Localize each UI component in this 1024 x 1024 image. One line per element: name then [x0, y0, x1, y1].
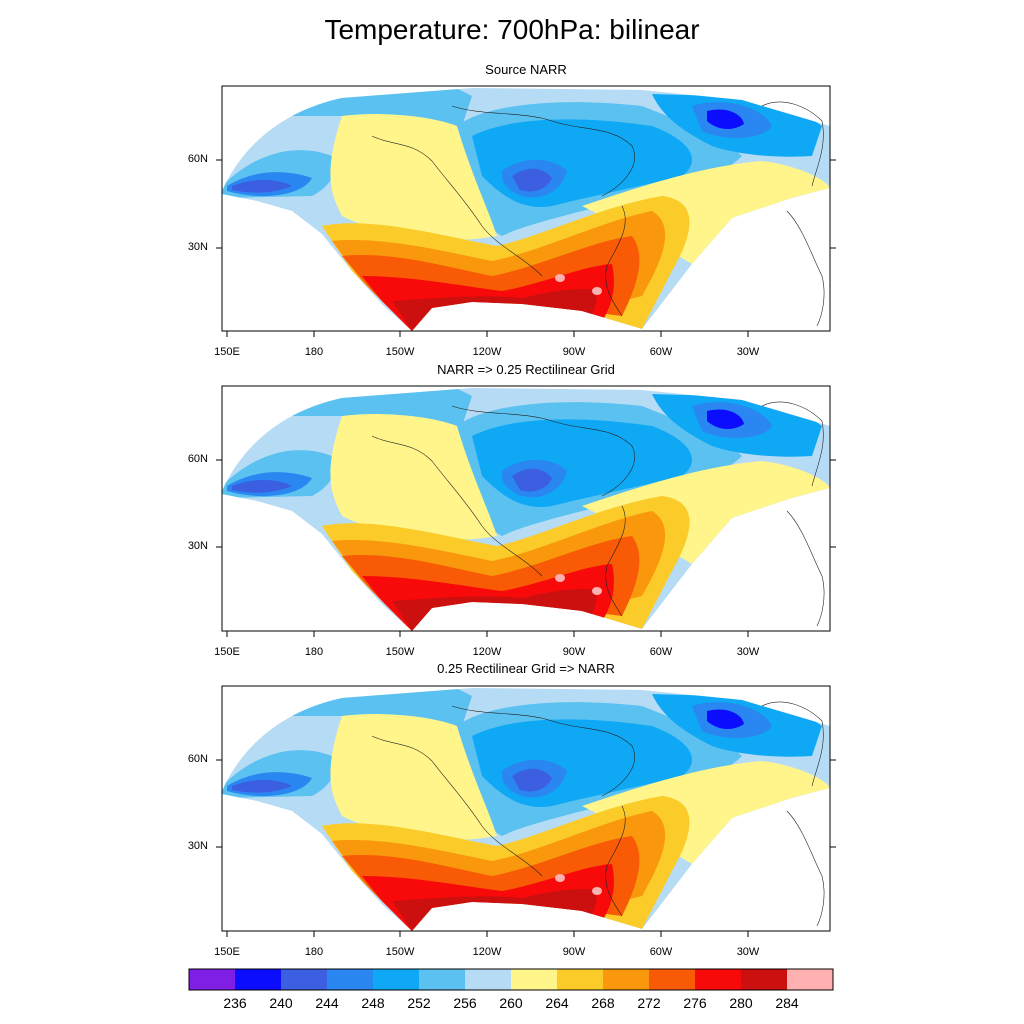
lat-label-60n: 60N: [187, 753, 208, 765]
colorbar-label-264: 264: [545, 995, 569, 1011]
colorbar-label-252: 252: [407, 995, 431, 1011]
lat-label-60n: 60N: [187, 453, 208, 465]
colorbar-label-268: 268: [591, 995, 615, 1011]
lon-label-30w: 30W: [736, 346, 760, 358]
colorbar-swatch-3: [327, 969, 373, 990]
map-panel-rect-to-narr: [221, 685, 831, 932]
lon-label-150e: 150E: [214, 946, 240, 958]
lon-label-180: 180: [304, 346, 324, 358]
lon-label-150w: 150W: [385, 346, 415, 358]
lon-label-150w: 150W: [385, 646, 415, 658]
lon-label-120w: 120W: [472, 646, 502, 658]
colorbar-label-284: 284: [775, 995, 799, 1011]
colorbar-swatch-4: [373, 969, 419, 990]
lon-label-30w: 30W: [736, 646, 760, 658]
panel-title-rect-to-narr: 0.25 Rectilinear Grid => NARR: [437, 661, 615, 676]
figure-title: Temperature: 700hPa: bilinear: [324, 14, 700, 45]
lat-label-60n: 60N: [187, 153, 208, 165]
lon-label-60w: 60W: [649, 946, 673, 958]
colorbar: [188, 968, 834, 991]
colorbar-swatch-9: [603, 969, 649, 990]
colorbar-label-280: 280: [729, 995, 753, 1011]
lon-label-150w: 150W: [385, 946, 415, 958]
lon-label-90w: 90W: [562, 946, 586, 958]
colorbar-swatch-13: [787, 969, 833, 990]
colorbar-swatch-12: [741, 969, 787, 990]
colorbar-swatch-10: [649, 969, 695, 990]
lon-label-90w: 90W: [562, 646, 586, 658]
colorbar-label-256: 256: [453, 995, 477, 1011]
colorbar-swatch-0: [189, 969, 235, 990]
lon-label-120w: 120W: [472, 946, 502, 958]
axis-ticks: [216, 159, 836, 937]
colorbar-label-244: 244: [315, 995, 339, 1011]
colorbar-label-272: 272: [637, 995, 661, 1011]
colorbar-swatch-2: [281, 969, 327, 990]
colorbar-label-276: 276: [683, 995, 707, 1011]
lon-label-60w: 60W: [649, 346, 673, 358]
lon-label-90w: 90W: [562, 346, 586, 358]
lon-label-180: 180: [304, 946, 324, 958]
panel-title-narr-to-rect: NARR => 0.25 Rectilinear Grid: [437, 362, 615, 377]
lat-label-30n: 30N: [187, 540, 208, 552]
lon-label-120w: 120W: [472, 346, 502, 358]
colorbar-swatch-8: [557, 969, 603, 990]
lon-label-180: 180: [304, 646, 324, 658]
colorbar-swatch-6: [465, 969, 511, 990]
lat-label-30n: 30N: [187, 840, 208, 852]
lon-label-150e: 150E: [214, 346, 240, 358]
colorbar-swatch-7: [511, 969, 557, 990]
colorbar-label-248: 248: [361, 995, 385, 1011]
colorbar-swatch-11: [695, 969, 741, 990]
lon-label-60w: 60W: [649, 646, 673, 658]
panel-title-source: Source NARR: [485, 62, 567, 77]
colorbar-swatch-1: [235, 969, 281, 990]
colorbar-swatch-5: [419, 969, 465, 990]
colorbar-label-236: 236: [223, 995, 247, 1011]
map-panel-narr-to-rect: [221, 385, 831, 632]
lat-label-30n: 30N: [187, 241, 208, 253]
lon-label-150e: 150E: [214, 646, 240, 658]
colorbar-label-240: 240: [269, 995, 293, 1011]
map-panel-source-narr: [221, 85, 831, 332]
colorbar-label-260: 260: [499, 995, 523, 1011]
lon-label-30w: 30W: [736, 946, 760, 958]
